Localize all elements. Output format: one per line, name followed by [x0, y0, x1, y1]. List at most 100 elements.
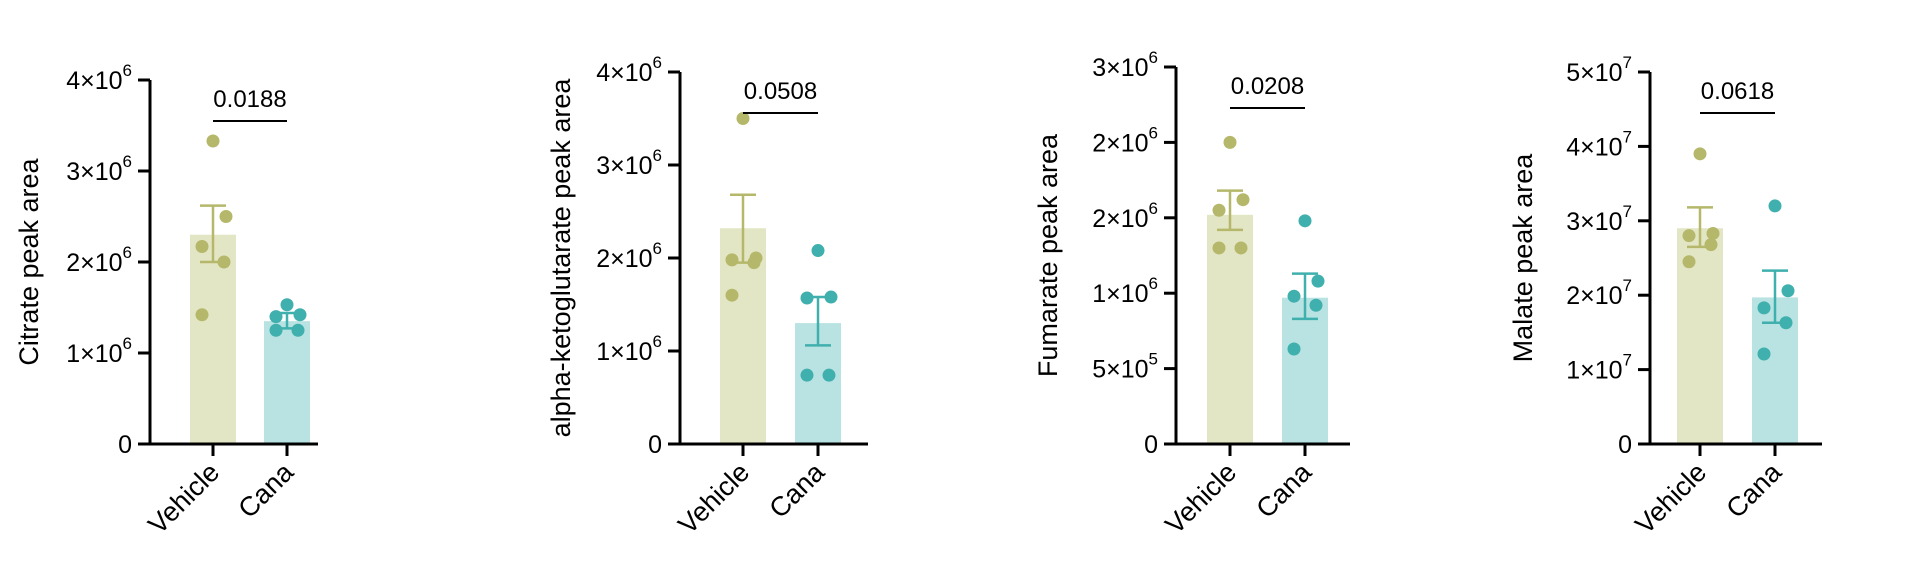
y-axis-title: Malate peak area [1508, 153, 1538, 363]
y-tick-exponent: 6 [123, 152, 132, 171]
y-tick-base: 1×10 [1566, 357, 1622, 385]
data-point-cana [1309, 298, 1323, 312]
y-tick-base: 1×10 [1092, 280, 1148, 308]
y-tick-base: 2×10 [1566, 282, 1622, 310]
y-tick-label: 2×107 [1566, 276, 1632, 310]
category-label-cana: Cana [232, 456, 300, 524]
data-point-vehicle [217, 255, 231, 269]
y-tick-exponent: 6 [123, 243, 132, 262]
data-point-cana [1781, 284, 1795, 298]
y-tick-base: 2×10 [596, 245, 652, 273]
data-point-vehicle [747, 256, 761, 270]
category-label-vehicle: Vehicle [672, 457, 755, 540]
data-point-vehicle [206, 134, 220, 148]
y-tick-base: 4×10 [66, 67, 122, 95]
y-tick-label: 4×107 [1566, 127, 1632, 161]
p-value-label: 0.0618 [1701, 78, 1774, 105]
y-tick-base: 0 [1144, 431, 1158, 459]
data-point-vehicle [195, 308, 209, 322]
y-tick-label: 0 [648, 431, 662, 459]
data-point-cana [293, 308, 307, 322]
y-tick-base: 3×10 [596, 152, 652, 180]
y-tick-label: 1×106 [66, 334, 132, 368]
data-point-vehicle [219, 210, 233, 223]
y-tick-base: 5×10 [1566, 59, 1622, 87]
y-tick-base: 4×10 [1566, 133, 1622, 161]
y-tick-base: 3×10 [66, 158, 122, 186]
y-tick-label: 1×107 [1566, 351, 1632, 385]
data-point-cana [291, 323, 305, 337]
data-point-vehicle [1223, 135, 1237, 149]
bar-cana-1 [264, 321, 310, 444]
y-tick-base: 0 [648, 431, 662, 459]
y-tick-exponent: 6 [1149, 274, 1158, 293]
category-label-cana: Cana [1720, 456, 1788, 524]
data-point-cana [1757, 347, 1771, 361]
y-tick-label: 2×106 [66, 243, 132, 277]
p-value-label: 0.0188 [213, 86, 286, 113]
y-tick-exponent: 7 [1623, 53, 1632, 72]
y-tick-exponent: 6 [653, 332, 662, 351]
category-label-vehicle: Vehicle [142, 457, 225, 540]
data-point-vehicle [1704, 238, 1718, 252]
y-tick-base: 0 [1618, 431, 1632, 459]
y-tick-exponent: 5 [1149, 350, 1158, 369]
data-point-cana [1757, 301, 1771, 315]
y-tick-base: 2×10 [1092, 205, 1148, 233]
data-point-vehicle [195, 240, 209, 254]
y-tick-label: 0 [118, 431, 132, 459]
y-tick-label: 3×107 [1566, 202, 1632, 236]
data-point-vehicle [1682, 229, 1696, 243]
y-axis-title: alpha-ketoglutarate peak area [546, 78, 576, 438]
y-tick-base: 3×10 [1566, 208, 1622, 236]
y-tick-label: 2×106 [1092, 123, 1158, 157]
bar-vehicle-1 [190, 234, 236, 444]
y-tick-exponent: 6 [653, 146, 662, 165]
category-label-vehicle: Vehicle [1159, 457, 1242, 540]
data-point-cana [1779, 316, 1793, 330]
y-tick-exponent: 6 [123, 334, 132, 353]
y-tick-exponent: 6 [653, 239, 662, 258]
y-tick-base: 3×10 [1092, 54, 1148, 82]
data-point-vehicle [725, 288, 739, 302]
data-point-vehicle [1706, 226, 1720, 240]
p-value-label: 0.0208 [1231, 73, 1304, 100]
y-tick-label: 4×106 [66, 61, 132, 95]
y-tick-base: 1×10 [66, 340, 122, 368]
y-tick-exponent: 7 [1623, 202, 1632, 221]
bar-vehicle-3 [1207, 214, 1253, 444]
y-tick-label: 5×105 [1092, 350, 1158, 384]
y-tick-exponent: 6 [1149, 199, 1158, 218]
data-point-cana [1298, 214, 1312, 228]
y-axis-title: Fumarate peak area [1033, 133, 1063, 377]
y-tick-exponent: 6 [123, 61, 132, 80]
data-point-cana [800, 368, 814, 382]
y-tick-label: 1×106 [1092, 274, 1158, 308]
data-point-cana [1287, 342, 1301, 356]
y-tick-label: 4×106 [596, 53, 662, 87]
y-tick-exponent: 7 [1623, 351, 1632, 370]
y-tick-exponent: 6 [653, 53, 662, 72]
data-point-cana [800, 291, 814, 305]
y-tick-label: 2×106 [1092, 199, 1158, 233]
data-point-cana [1287, 289, 1301, 303]
y-tick-base: 2×10 [66, 249, 122, 277]
y-tick-exponent: 7 [1623, 127, 1632, 146]
y-tick-label: 1×106 [596, 332, 662, 366]
data-point-vehicle [1212, 241, 1226, 255]
data-point-vehicle [1212, 203, 1226, 217]
data-point-cana [1311, 274, 1325, 288]
data-point-cana [269, 323, 283, 337]
category-label-vehicle: Vehicle [1629, 457, 1712, 540]
data-point-cana [824, 290, 838, 304]
y-tick-label: 3×106 [66, 152, 132, 186]
y-tick-label: 3×106 [596, 146, 662, 180]
data-point-cana [822, 368, 836, 382]
y-tick-label: 0 [1618, 431, 1632, 459]
y-tick-label: 5×107 [1566, 53, 1632, 87]
y-tick-label: 0 [1144, 431, 1158, 459]
